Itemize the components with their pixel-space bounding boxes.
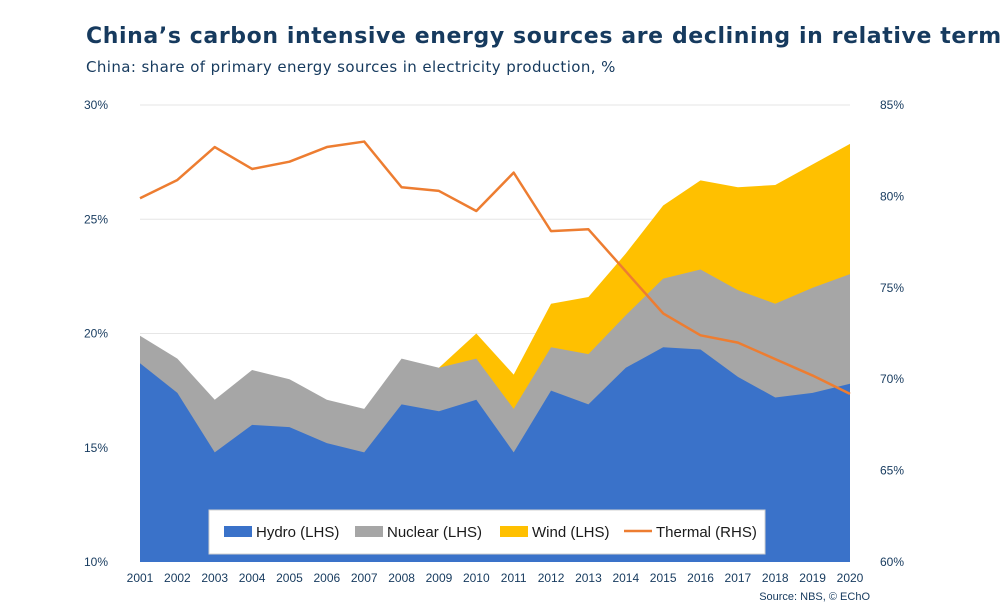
y-right-tick-label: 65% (880, 464, 904, 478)
x-tick-label: 2014 (612, 571, 639, 585)
x-tick-label: 2019 (799, 571, 826, 585)
y-right-tick-label: 60% (880, 555, 904, 569)
x-tick-label: 2006 (313, 571, 340, 585)
legend: Hydro (LHS) Nuclear (LHS) Wind (LHS) The… (208, 509, 766, 555)
chart-subtitle: China: share of primary energy sources i… (86, 58, 616, 76)
y-right-tick-label: 70% (880, 372, 904, 386)
y-right-tick-label: 85% (880, 98, 904, 112)
x-tick-label: 2012 (538, 571, 565, 585)
legend-label-hydro: Hydro (LHS) (256, 524, 339, 541)
x-tick-label: 2018 (762, 571, 789, 585)
x-tick-label: 2011 (501, 571, 527, 585)
y-left-tick-label: 30% (84, 98, 108, 112)
right-axis-ticks: 60% 65% 70% 75% 80% 85% (880, 98, 904, 569)
x-tick-label: 2016 (687, 571, 714, 585)
legend-label-nuclear: Nuclear (LHS) (387, 524, 482, 541)
x-tick-label: 2005 (276, 571, 303, 585)
thermal-line (139, 140, 851, 395)
x-tick-label: 2002 (164, 571, 191, 585)
legend-box (208, 509, 766, 555)
x-tick-label: 2008 (388, 571, 415, 585)
y-left-tick-label: 15% (84, 441, 108, 455)
legend-swatch-hydro (224, 526, 252, 537)
x-tick-label: 2015 (650, 571, 677, 585)
area-series (140, 143, 850, 562)
x-tick-label: 2001 (127, 571, 154, 585)
x-tick-label: 2003 (201, 571, 228, 585)
legend-swatch-wind (500, 526, 528, 537)
x-tick-label: 2010 (463, 571, 490, 585)
line-series (139, 140, 851, 395)
x-tick-label: 2020 (837, 571, 864, 585)
x-tick-label: 2013 (575, 571, 602, 585)
legend-swatch-nuclear (355, 526, 383, 537)
x-tick-label: 2017 (725, 571, 752, 585)
x-tick-label: 2007 (351, 571, 378, 585)
y-right-tick-label: 75% (880, 281, 904, 295)
y-left-tick-label: 10% (84, 555, 108, 569)
left-axis-ticks: 10% 15% 20% 25% 30% (84, 98, 108, 569)
legend-label-thermal: Thermal (RHS) (656, 524, 757, 541)
hydro-area (140, 347, 850, 562)
x-axis-ticks: 2001 2002 2003 2004 2005 2006 2007 2008 2009 2010… (127, 571, 864, 585)
y-left-tick-label: 25% (84, 212, 108, 226)
source-note: Source: NBS, © EChO (759, 591, 870, 603)
chart-title: China’s carbon intensive energy sources … (86, 24, 1000, 49)
legend-label-wind: Wind (LHS) (532, 524, 610, 541)
y-left-tick-label: 20% (84, 327, 108, 341)
x-tick-label: 2004 (239, 571, 266, 585)
y-right-tick-label: 80% (880, 189, 904, 203)
x-tick-label: 2009 (426, 571, 453, 585)
